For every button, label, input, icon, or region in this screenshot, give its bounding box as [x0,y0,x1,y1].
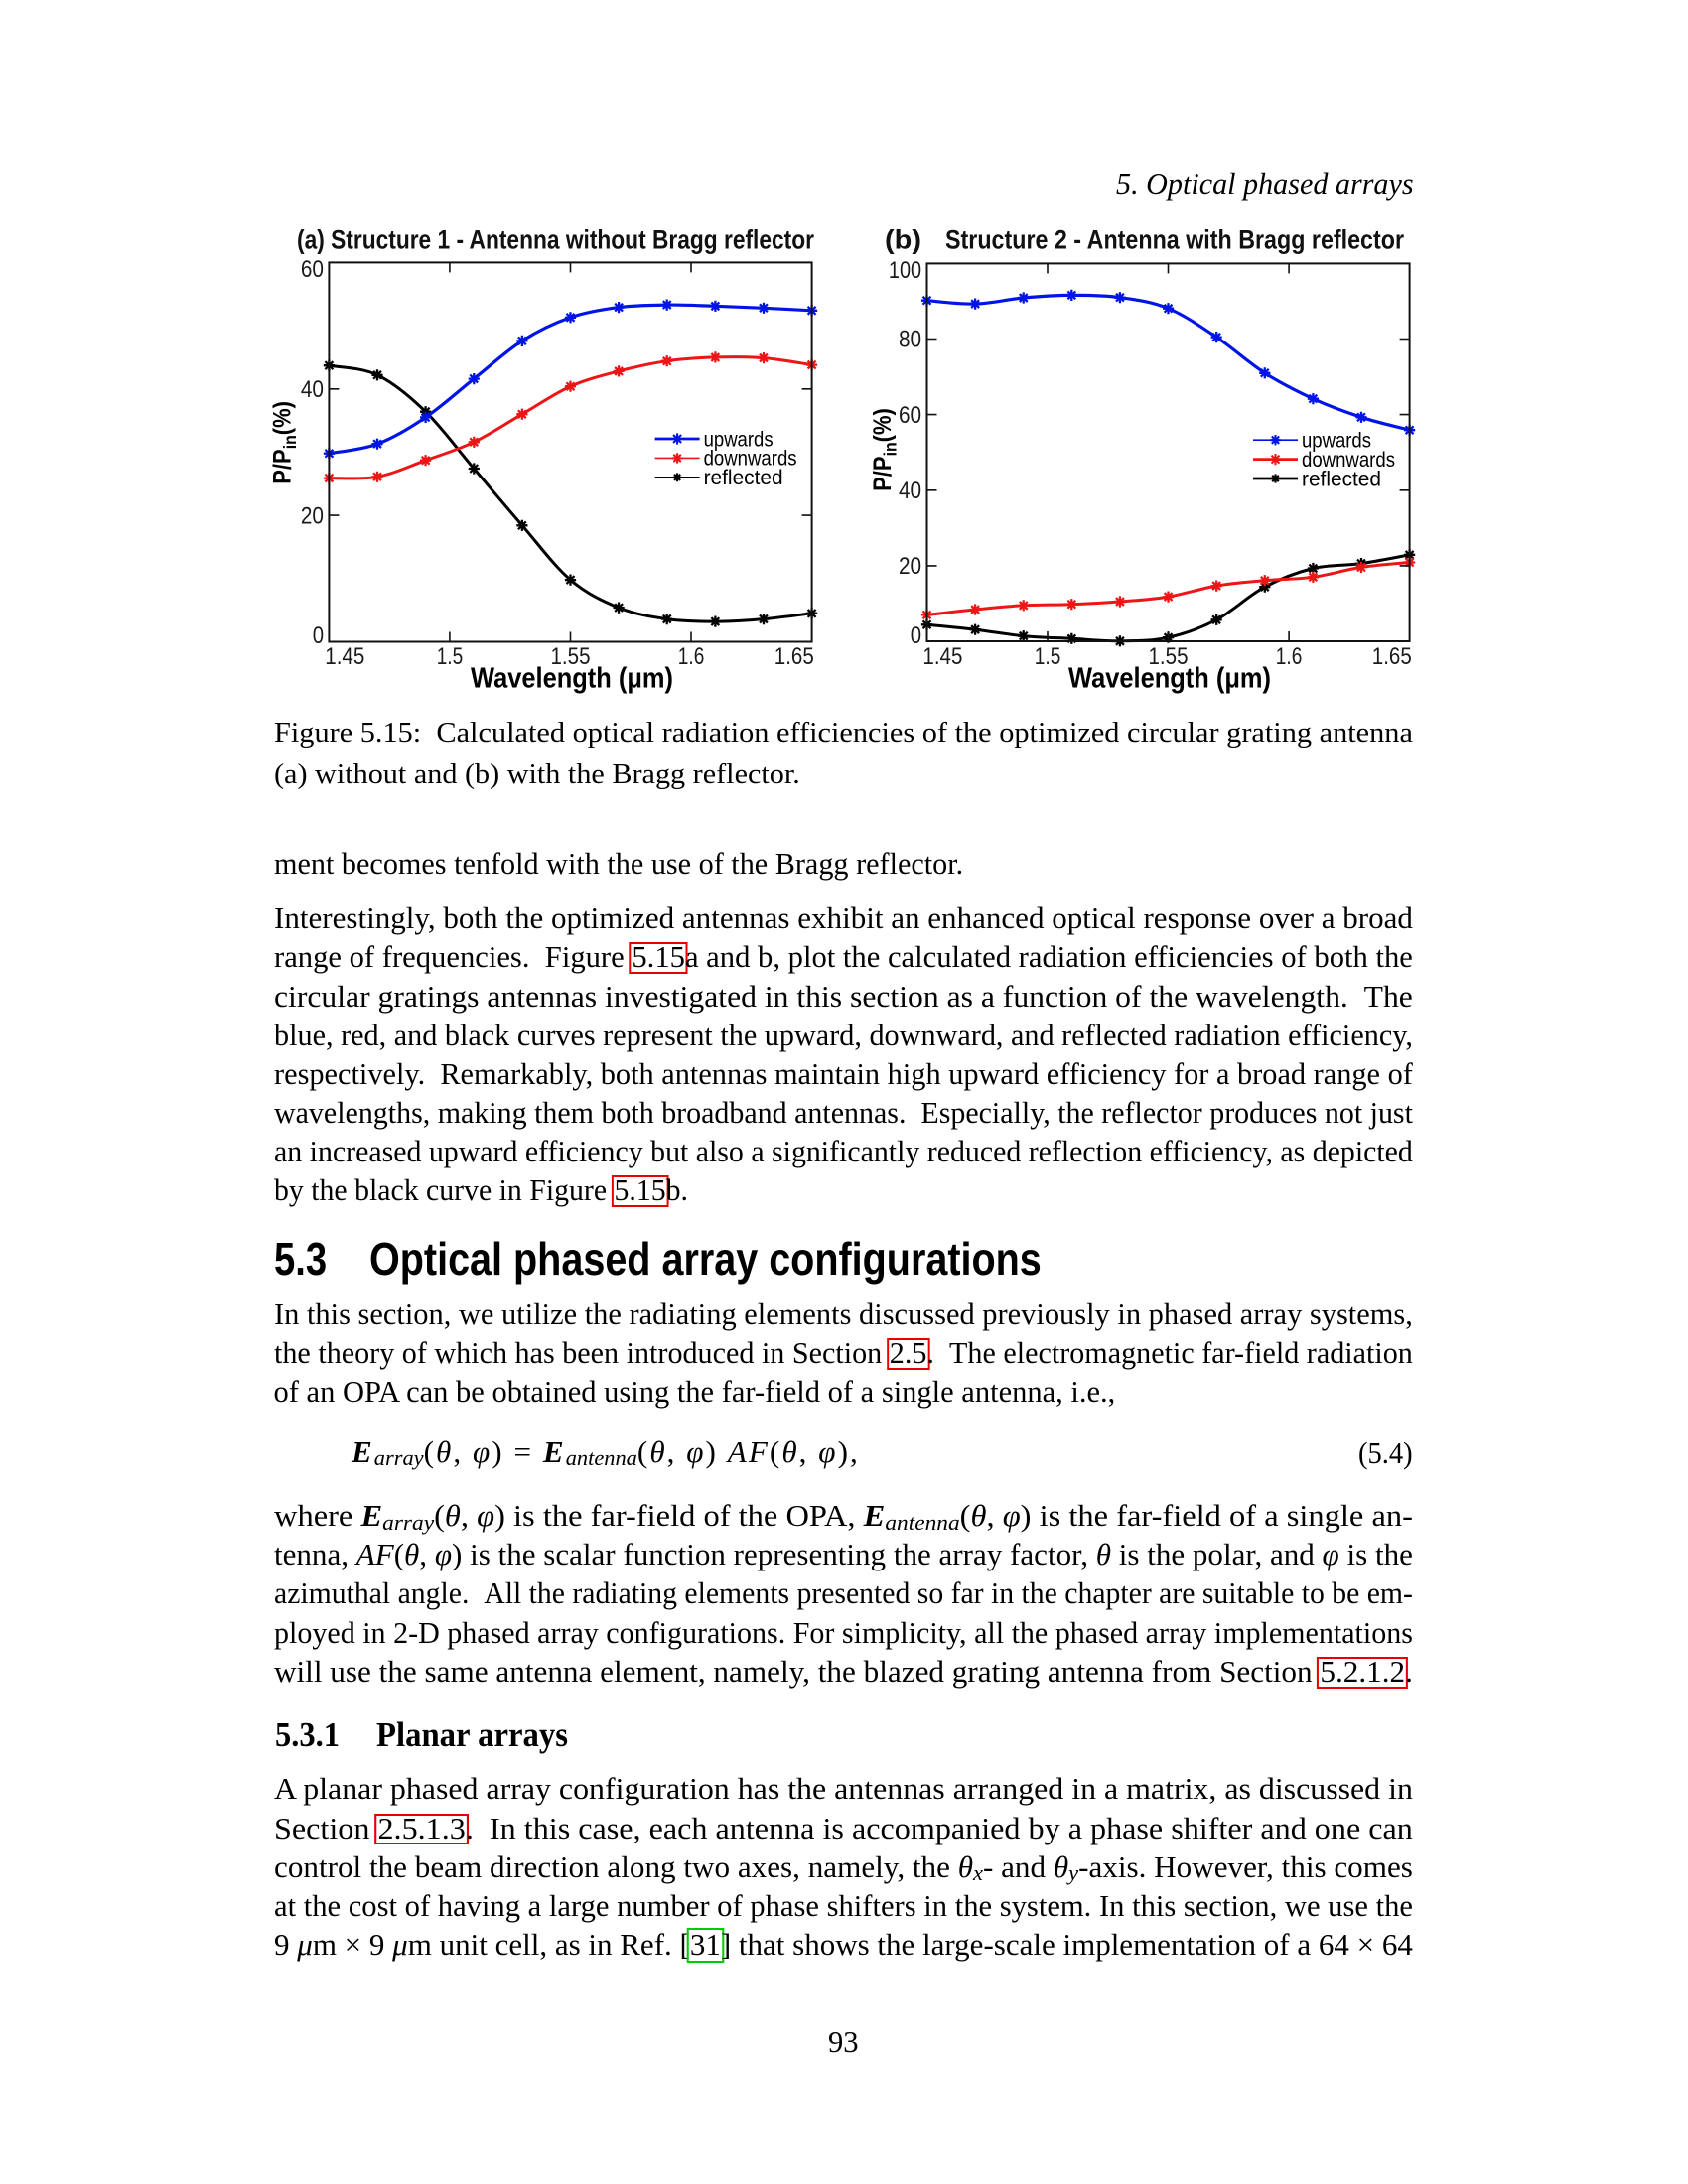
svg-text:upwards: upwards [1302,430,1371,453]
svg-text:0: 0 [911,622,921,649]
svg-text:(a) Structure 1 - Antenna with: (a) Structure 1 - Antenna without Bragg … [297,225,814,255]
svg-text:80: 80 [899,327,921,353]
svg-text:100: 100 [889,257,921,284]
svg-text:20: 20 [301,502,324,529]
svg-text:downwards: downwards [1302,449,1395,472]
svg-text:20: 20 [899,553,921,580]
svg-text:1.5: 1.5 [1035,643,1061,670]
svg-text:1.45: 1.45 [922,643,962,670]
svg-text:40: 40 [899,478,921,504]
svg-text:P/Pin(%): P/Pin(%) [268,401,300,484]
svg-text:P/Pin(%): P/Pin(%) [869,408,901,491]
svg-text:(b): (b) [885,225,921,255]
svg-text:0: 0 [313,622,324,649]
svg-text:1.55: 1.55 [1149,643,1189,670]
svg-text:1.5: 1.5 [437,643,464,670]
svg-text:60: 60 [899,402,921,429]
svg-text:40: 40 [301,376,324,403]
svg-text:Wavelength (μm): Wavelength (μm) [471,663,673,695]
svg-text:1.6: 1.6 [678,643,705,670]
svg-text:Structure 2 - Antenna with Bra: Structure 2 - Antenna with Bragg reflect… [945,225,1404,255]
svg-text:Wavelength (μm): Wavelength (μm) [1068,663,1271,695]
svg-text:reflected: reflected [1302,468,1381,490]
svg-text:1.45: 1.45 [325,643,364,670]
svg-text:1.6: 1.6 [1276,643,1303,670]
svg-text:60: 60 [301,256,324,283]
svg-text:downwards: downwards [704,448,797,471]
svg-text:reflected: reflected [704,467,783,489]
svg-text:upwards: upwards [704,428,774,451]
svg-text:1.65: 1.65 [774,643,814,670]
svg-text:1.65: 1.65 [1372,643,1412,670]
svg-text:1.55: 1.55 [551,643,591,670]
